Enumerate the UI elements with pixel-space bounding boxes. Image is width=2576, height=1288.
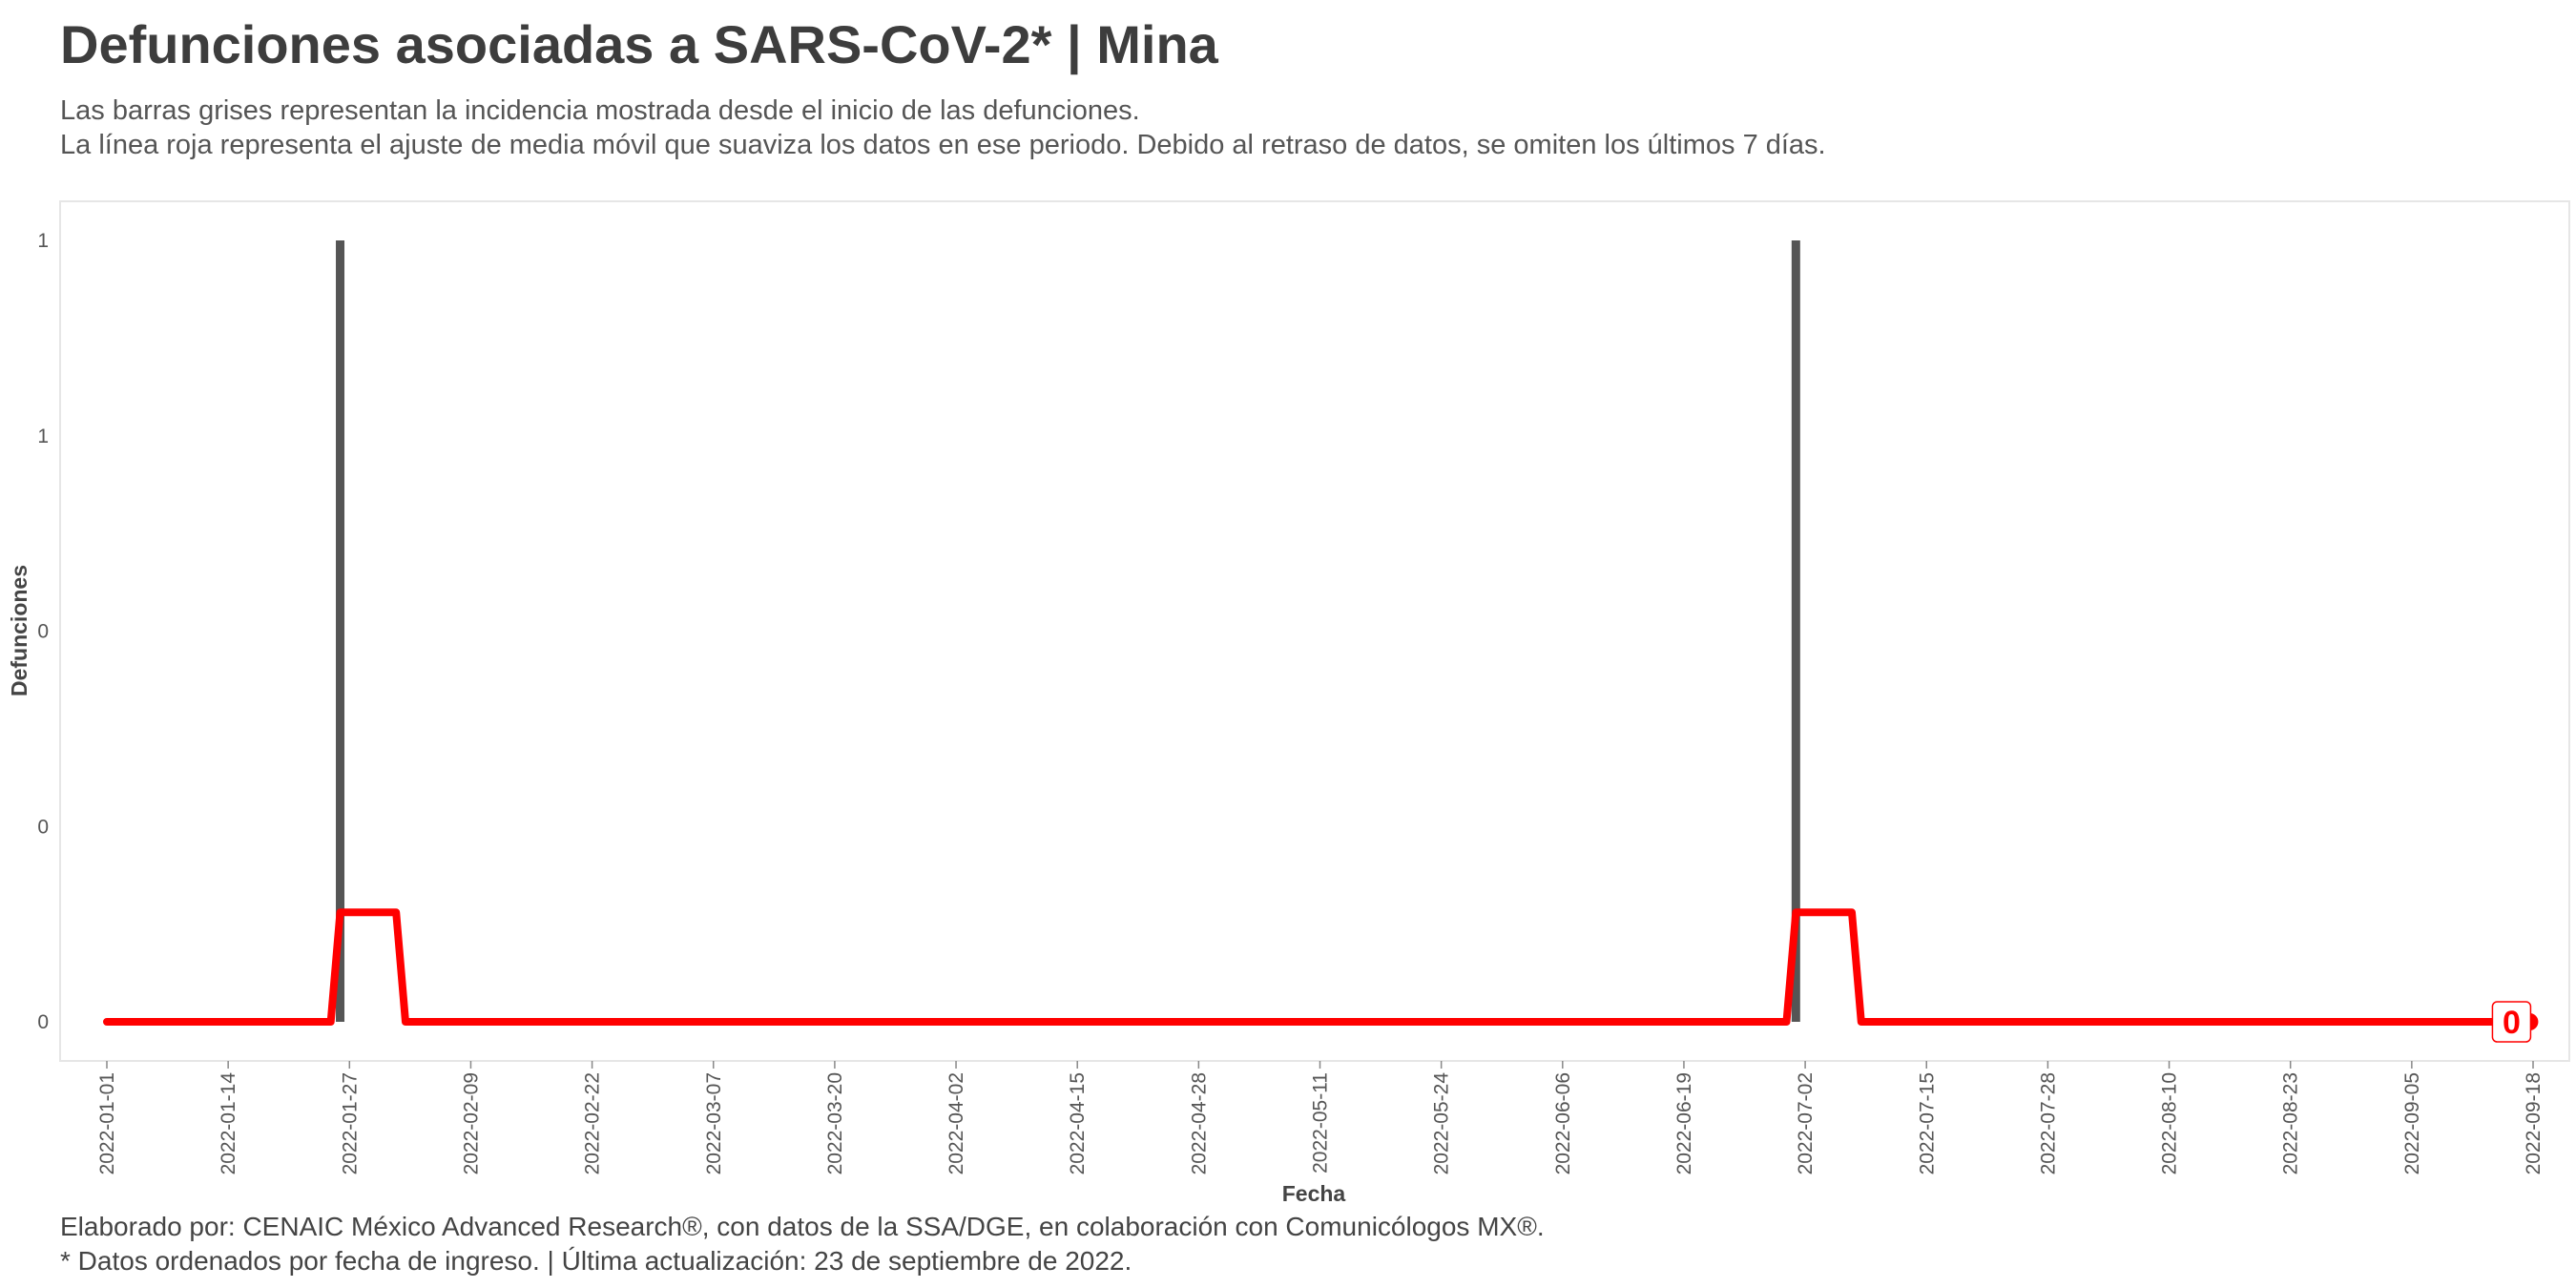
caption-line-2: * Datos ordenados por fecha de ingreso. … bbox=[60, 1246, 1132, 1276]
x-tick-label: 2022-02-09 bbox=[460, 1072, 482, 1174]
chart-title: Defunciones asociadas a SARS-CoV-2* | Mi… bbox=[60, 14, 1218, 74]
subtitle-line-2: La línea roja representa el ajuste de me… bbox=[60, 130, 1826, 160]
x-tick-label: 2022-09-18 bbox=[2523, 1072, 2545, 1174]
x-tick-label: 2022-01-14 bbox=[218, 1072, 239, 1175]
bar-series bbox=[336, 240, 1800, 1022]
x-tick-label: 2022-07-28 bbox=[2037, 1072, 2059, 1174]
x-tick-label: 2022-01-01 bbox=[96, 1072, 118, 1174]
plot-panel bbox=[59, 200, 2570, 1062]
bar bbox=[336, 240, 345, 1022]
chart-caption: Elaborado por: CENAIC México Advanced Re… bbox=[60, 1210, 1545, 1278]
y-tick-label: 0 bbox=[37, 1011, 49, 1033]
y-axis-title: Defunciones bbox=[7, 565, 31, 696]
x-tick-label: 2022-01-27 bbox=[339, 1072, 361, 1174]
end-label: 0 bbox=[2503, 1005, 2521, 1041]
x-tick-label: 2022-04-15 bbox=[1067, 1072, 1089, 1174]
y-tick-label: 0 bbox=[37, 621, 49, 643]
subtitle-line-1: Las barras grises representan la inciden… bbox=[60, 95, 1140, 126]
x-axis-title: Fecha bbox=[1282, 1181, 1346, 1206]
x-tick-label: 2022-08-23 bbox=[2280, 1072, 2302, 1174]
x-tick-label: 2022-05-24 bbox=[1431, 1072, 1453, 1175]
y-axis-ticks: 0 0 0 1 1 bbox=[37, 230, 49, 1033]
y-tick-label: 1 bbox=[37, 426, 49, 447]
y-tick-label: 0 bbox=[37, 816, 49, 838]
x-tick-label: 2022-02-22 bbox=[582, 1072, 604, 1174]
x-axis-ticks: 2022-01-01 2022-01-14 2022-01-27 2022-02-09… bbox=[96, 1061, 2545, 1174]
moving-average-line bbox=[103, 908, 2519, 1026]
x-tick-label: 2022-07-02 bbox=[1795, 1072, 1817, 1174]
x-tick-label: 2022-08-10 bbox=[2159, 1072, 2181, 1174]
x-tick-label: 2022-04-28 bbox=[1188, 1072, 1210, 1174]
x-tick-label: 2022-06-06 bbox=[1552, 1072, 1574, 1174]
x-tick-label: 2022-07-15 bbox=[1916, 1072, 1938, 1174]
x-tick-label: 2022-03-07 bbox=[703, 1072, 725, 1174]
x-tick-label: 2022-06-19 bbox=[1673, 1072, 1695, 1174]
end-label-box bbox=[2491, 1001, 2532, 1043]
caption-line-1: Elaborado por: CENAIC México Advanced Re… bbox=[60, 1212, 1545, 1241]
y-tick-label: 1 bbox=[37, 230, 49, 252]
x-tick-label: 2022-09-05 bbox=[2401, 1072, 2423, 1174]
x-tick-label: 2022-04-02 bbox=[945, 1072, 967, 1174]
bar bbox=[1791, 240, 1800, 1022]
chart-subtitle: Las barras grises representan la inciden… bbox=[60, 93, 1826, 162]
x-tick-label: 2022-03-20 bbox=[824, 1072, 846, 1174]
x-tick-label: 2022-05-11 bbox=[1310, 1072, 1332, 1174]
